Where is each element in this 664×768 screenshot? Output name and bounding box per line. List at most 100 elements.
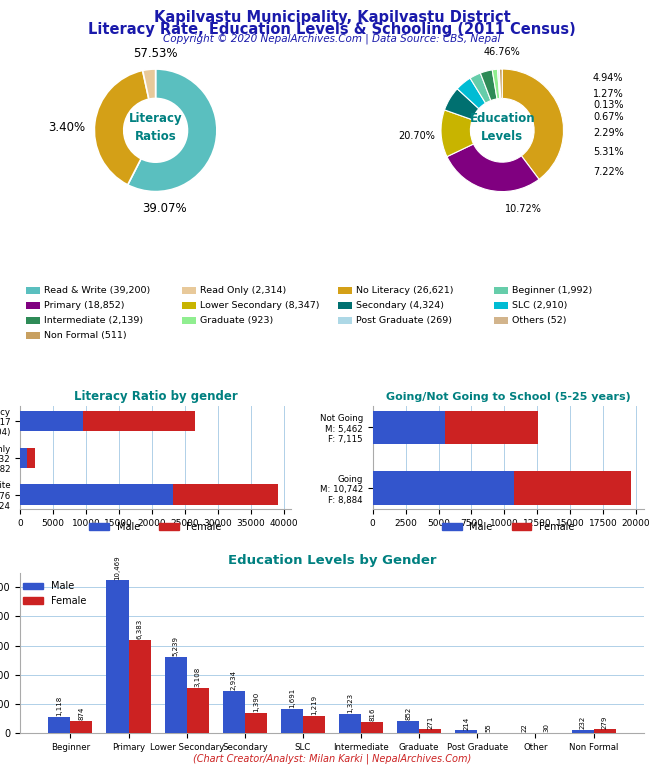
- Text: 30: 30: [544, 723, 550, 732]
- FancyBboxPatch shape: [494, 317, 508, 324]
- Wedge shape: [444, 89, 479, 120]
- Bar: [129, 640, 151, 733]
- Bar: [70, 720, 92, 733]
- Text: 214: 214: [463, 717, 469, 730]
- Bar: [106, 581, 129, 733]
- Text: Beginner (1,992): Beginner (1,992): [512, 286, 592, 295]
- Legend: Male, Female: Male, Female: [438, 518, 578, 535]
- FancyBboxPatch shape: [338, 317, 352, 324]
- Text: Secondary (4,324): Secondary (4,324): [356, 301, 444, 310]
- Bar: [361, 721, 383, 733]
- Bar: [303, 716, 325, 733]
- Text: 55: 55: [485, 723, 491, 732]
- Text: 232: 232: [580, 716, 586, 730]
- Bar: [20, 411, 82, 431]
- Wedge shape: [470, 73, 491, 103]
- Text: Primary (18,852): Primary (18,852): [44, 301, 124, 310]
- Text: Post Graduate (269): Post Graduate (269): [356, 316, 452, 325]
- Bar: [456, 730, 477, 733]
- Text: 2.29%: 2.29%: [593, 128, 623, 138]
- Bar: [20, 485, 173, 505]
- Text: 4.94%: 4.94%: [593, 73, 623, 83]
- Bar: [373, 411, 445, 444]
- Text: 6,383: 6,383: [137, 619, 143, 639]
- Title: Education Levels by Gender: Education Levels by Gender: [228, 554, 436, 568]
- Text: 57.53%: 57.53%: [133, 47, 178, 60]
- Text: 1.27%: 1.27%: [593, 88, 623, 98]
- Bar: [373, 472, 514, 505]
- Text: 2,934: 2,934: [231, 670, 237, 690]
- FancyBboxPatch shape: [182, 287, 196, 294]
- Bar: [222, 690, 245, 733]
- Text: Education
Levels: Education Levels: [469, 111, 535, 143]
- Wedge shape: [492, 69, 500, 99]
- Text: 1,323: 1,323: [347, 694, 353, 713]
- Text: 816: 816: [369, 707, 375, 721]
- Text: 1,118: 1,118: [56, 696, 62, 717]
- Bar: [514, 472, 631, 505]
- Text: Literacy
Ratios: Literacy Ratios: [129, 111, 183, 143]
- Bar: [445, 411, 539, 444]
- Text: Kapilvastu Municipality, Kapilvastu District: Kapilvastu Municipality, Kapilvastu Dist…: [153, 10, 511, 25]
- Text: 1,219: 1,219: [311, 695, 317, 715]
- Wedge shape: [499, 69, 501, 98]
- FancyBboxPatch shape: [182, 317, 196, 324]
- FancyBboxPatch shape: [26, 317, 40, 324]
- Bar: [82, 411, 195, 431]
- Wedge shape: [94, 71, 149, 185]
- Legend: Male, Female: Male, Female: [19, 578, 90, 610]
- Bar: [173, 485, 278, 505]
- Bar: [397, 721, 419, 733]
- Wedge shape: [457, 78, 485, 109]
- FancyBboxPatch shape: [338, 287, 352, 294]
- Text: Read & Write (39,200): Read & Write (39,200): [44, 286, 150, 295]
- FancyBboxPatch shape: [494, 287, 508, 294]
- Text: Read Only (2,314): Read Only (2,314): [200, 286, 286, 295]
- Text: 271: 271: [427, 715, 433, 729]
- Title: Going/Not Going to School (5-25 years): Going/Not Going to School (5-25 years): [386, 392, 631, 402]
- Text: Copyright © 2020 NepalArchives.Com | Data Source: CBS, Nepal: Copyright © 2020 NepalArchives.Com | Dat…: [163, 34, 501, 45]
- Text: 0.13%: 0.13%: [593, 100, 623, 110]
- Wedge shape: [497, 69, 501, 98]
- Text: Literacy Rate, Education Levels & Schooling (2011 Census): Literacy Rate, Education Levels & School…: [88, 22, 576, 37]
- Text: Others (52): Others (52): [512, 316, 566, 325]
- Text: 1,390: 1,390: [253, 692, 259, 713]
- Wedge shape: [127, 69, 217, 191]
- Text: SLC (2,910): SLC (2,910): [512, 301, 567, 310]
- Text: 0.67%: 0.67%: [593, 112, 623, 122]
- Wedge shape: [441, 110, 473, 157]
- Text: (Chart Creator/Analyst: Milan Karki | NepalArchives.Com): (Chart Creator/Analyst: Milan Karki | Ne…: [193, 753, 471, 764]
- Text: 279: 279: [602, 715, 608, 729]
- Text: Graduate (923): Graduate (923): [200, 316, 273, 325]
- Bar: [594, 730, 616, 733]
- Text: 46.76%: 46.76%: [484, 47, 521, 57]
- Text: 5.31%: 5.31%: [593, 147, 623, 157]
- Wedge shape: [480, 70, 497, 101]
- FancyBboxPatch shape: [26, 332, 40, 339]
- Text: 874: 874: [78, 707, 84, 720]
- Text: 852: 852: [405, 707, 411, 720]
- Title: Literacy Ratio by gender: Literacy Ratio by gender: [74, 390, 238, 403]
- Bar: [419, 730, 442, 733]
- Bar: [27, 448, 35, 468]
- FancyBboxPatch shape: [494, 302, 508, 309]
- Text: Lower Secondary (8,347): Lower Secondary (8,347): [200, 301, 319, 310]
- Text: 5,239: 5,239: [173, 636, 179, 656]
- Text: No Literacy (26,621): No Literacy (26,621): [356, 286, 454, 295]
- Text: 39.07%: 39.07%: [143, 202, 187, 215]
- Text: 3,108: 3,108: [195, 667, 201, 687]
- FancyBboxPatch shape: [338, 302, 352, 309]
- FancyBboxPatch shape: [182, 302, 196, 309]
- Wedge shape: [143, 69, 155, 99]
- Bar: [20, 448, 27, 468]
- Text: 10,469: 10,469: [114, 555, 120, 580]
- Bar: [165, 657, 187, 733]
- Bar: [187, 688, 208, 733]
- Bar: [339, 714, 361, 733]
- Wedge shape: [502, 69, 564, 180]
- Text: 1,691: 1,691: [289, 687, 295, 708]
- Text: 20.70%: 20.70%: [398, 131, 435, 141]
- Wedge shape: [499, 69, 502, 98]
- Bar: [572, 730, 594, 733]
- Text: Intermediate (2,139): Intermediate (2,139): [44, 316, 143, 325]
